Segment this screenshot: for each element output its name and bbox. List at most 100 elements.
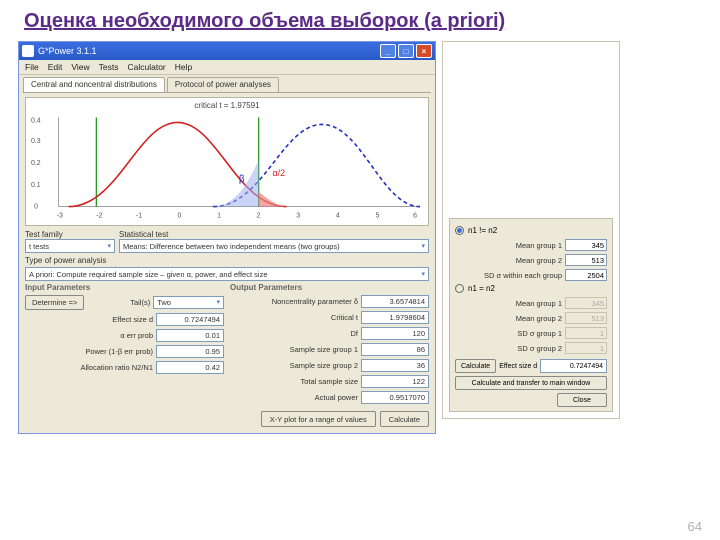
ncp-output: 3.6574814 [361,295,429,308]
effect-size-panel: n1 != n2 Mean group 1345 Mean group 2513… [442,41,620,419]
svg-text:1: 1 [217,212,221,219]
mean2-input[interactable]: 513 [565,254,607,266]
mean1-input[interactable]: 345 [565,239,607,251]
menubar[interactable]: File Edit View Tests Calculator Help [19,60,435,75]
analysis-type-select[interactable]: A priori: Compute required sample size –… [25,267,429,281]
mean2b-input: 513 [565,312,607,324]
sd-within-label: SD σ within each group [455,271,562,280]
chart-panel: critical t = 1.97591 0 0.1 0.2 0.3 0.4 -… [25,97,429,226]
svg-text:0: 0 [34,204,38,211]
slide-title: Оценка необходимого объема выборок (a pr… [0,0,720,41]
sd2-label: SD σ group 2 [455,344,562,353]
app-icon [22,45,34,57]
stat-test-select[interactable]: Means: Difference between two independen… [119,239,429,253]
svg-text:5: 5 [375,212,379,219]
n1-output: 86 [361,343,429,356]
n2-output: 36 [361,359,429,372]
ncp-label: Noncentrality parameter δ [230,297,358,306]
n1-label: Sample size group 1 [230,345,358,354]
analysis-type-label: Type of power analysis [25,256,429,265]
gpower-window: G*Power 3.1.1 _ □ × File Edit View Tests… [18,41,436,434]
svg-text:α/2: α/2 [273,168,286,178]
calculate-button[interactable]: Calculate [380,411,429,427]
chart-critical-label: critical t = 1.97591 [29,101,425,112]
effect-close-button[interactable]: Close [557,393,607,407]
distribution-chart: 0 0.1 0.2 0.3 0.4 -3-2-1 012 3456 [29,112,425,222]
svg-text:0.3: 0.3 [31,138,41,145]
mean1b-label: Mean group 1 [455,299,562,308]
df-output: 120 [361,327,429,340]
radio-icon [455,226,464,235]
effect-size-input[interactable]: 0.7247494 [156,313,224,326]
tab-protocol[interactable]: Protocol of power analyses [167,77,279,92]
stat-test-label: Statistical test [119,230,429,239]
svg-text:-2: -2 [96,212,102,219]
radio-icon [455,284,464,293]
menu-calculator[interactable]: Calculator [127,62,165,72]
close-window-button[interactable]: × [416,44,432,58]
sd1-input: 1 [565,327,607,339]
menu-help[interactable]: Help [175,62,192,72]
effect-calc-button[interactable]: Calculate [455,359,496,373]
apower-label: Actual power [230,393,358,402]
svg-text:6: 6 [413,212,417,219]
power-input[interactable]: 0.95 [156,345,224,358]
input-header: Input Parameters [25,283,224,292]
svg-text:β: β [239,174,245,185]
menu-view[interactable]: View [71,62,89,72]
mode-n1-eq-n2[interactable]: n1 = n2 [455,284,607,293]
mode-n1-neq-n2[interactable]: n1 != n2 [455,226,607,235]
mean2-label: Mean group 2 [455,256,562,265]
transfer-button[interactable]: Calculate and transfer to main window [455,376,607,390]
chevron-down-icon: ▾ [107,242,111,250]
window-title: G*Power 3.1.1 [38,46,97,56]
ratio-label: Allocation ratio N2/N1 [25,363,153,372]
mode1-label: n1 != n2 [468,226,497,235]
svg-text:-1: -1 [136,212,142,219]
determine-button[interactable]: Determine => [25,295,84,310]
effect-out-label: Effect size d [499,363,537,370]
main-area: G*Power 3.1.1 _ □ × File Edit View Tests… [0,41,720,434]
maximize-button[interactable]: □ [398,44,414,58]
df-label: Df [230,329,358,338]
tabs: Central and noncentral distributions Pro… [23,77,431,93]
sd-within-input[interactable]: 2504 [565,269,607,281]
svg-text:0.2: 0.2 [31,160,41,167]
menu-tests[interactable]: Tests [99,62,119,72]
tails-select[interactable]: Two▾ [153,296,224,309]
chevron-down-icon: ▾ [421,242,425,250]
test-family-select[interactable]: t tests▾ [25,239,115,253]
ntot-output: 122 [361,375,429,388]
svg-text:4: 4 [336,212,340,219]
ntot-label: Total sample size [230,377,358,386]
alpha-label: α err prob [25,331,153,340]
svg-text:-3: -3 [57,212,63,219]
output-parameters: Output Parameters Noncentrality paramete… [230,283,429,407]
mode2-label: n1 = n2 [468,284,495,293]
svg-text:3: 3 [296,212,300,219]
svg-text:0.4: 0.4 [31,117,41,124]
alpha-input[interactable]: 0.01 [156,329,224,342]
xy-plot-button[interactable]: X-Y plot for a range of values [261,411,376,427]
page-number: 64 [688,519,702,534]
chevron-down-icon: ▾ [421,270,425,278]
tab-distributions[interactable]: Central and noncentral distributions [23,77,165,92]
menu-edit[interactable]: Edit [48,62,63,72]
svg-text:0.1: 0.1 [31,182,41,189]
ratio-input[interactable]: 0.42 [156,361,224,374]
menu-file[interactable]: File [25,62,39,72]
n2-label: Sample size group 2 [230,361,358,370]
sd1-label: SD σ group 1 [455,329,562,338]
sd2-input: 1 [565,342,607,354]
svg-text:2: 2 [257,212,261,219]
parameters-area: Input Parameters Determine => Tail(s) Tw… [25,283,429,407]
power-label: Power (1-β err prob) [25,347,153,356]
apower-output: 0.9517070 [361,391,429,404]
test-family-label: Test family [25,230,115,239]
mean1b-input: 345 [565,297,607,309]
mean2b-label: Mean group 2 [455,314,562,323]
mean1-label: Mean group 1 [455,241,562,250]
tails-label: Tail(s) [87,298,150,307]
minimize-button[interactable]: _ [380,44,396,58]
critt-output: 1.9798604 [361,311,429,324]
